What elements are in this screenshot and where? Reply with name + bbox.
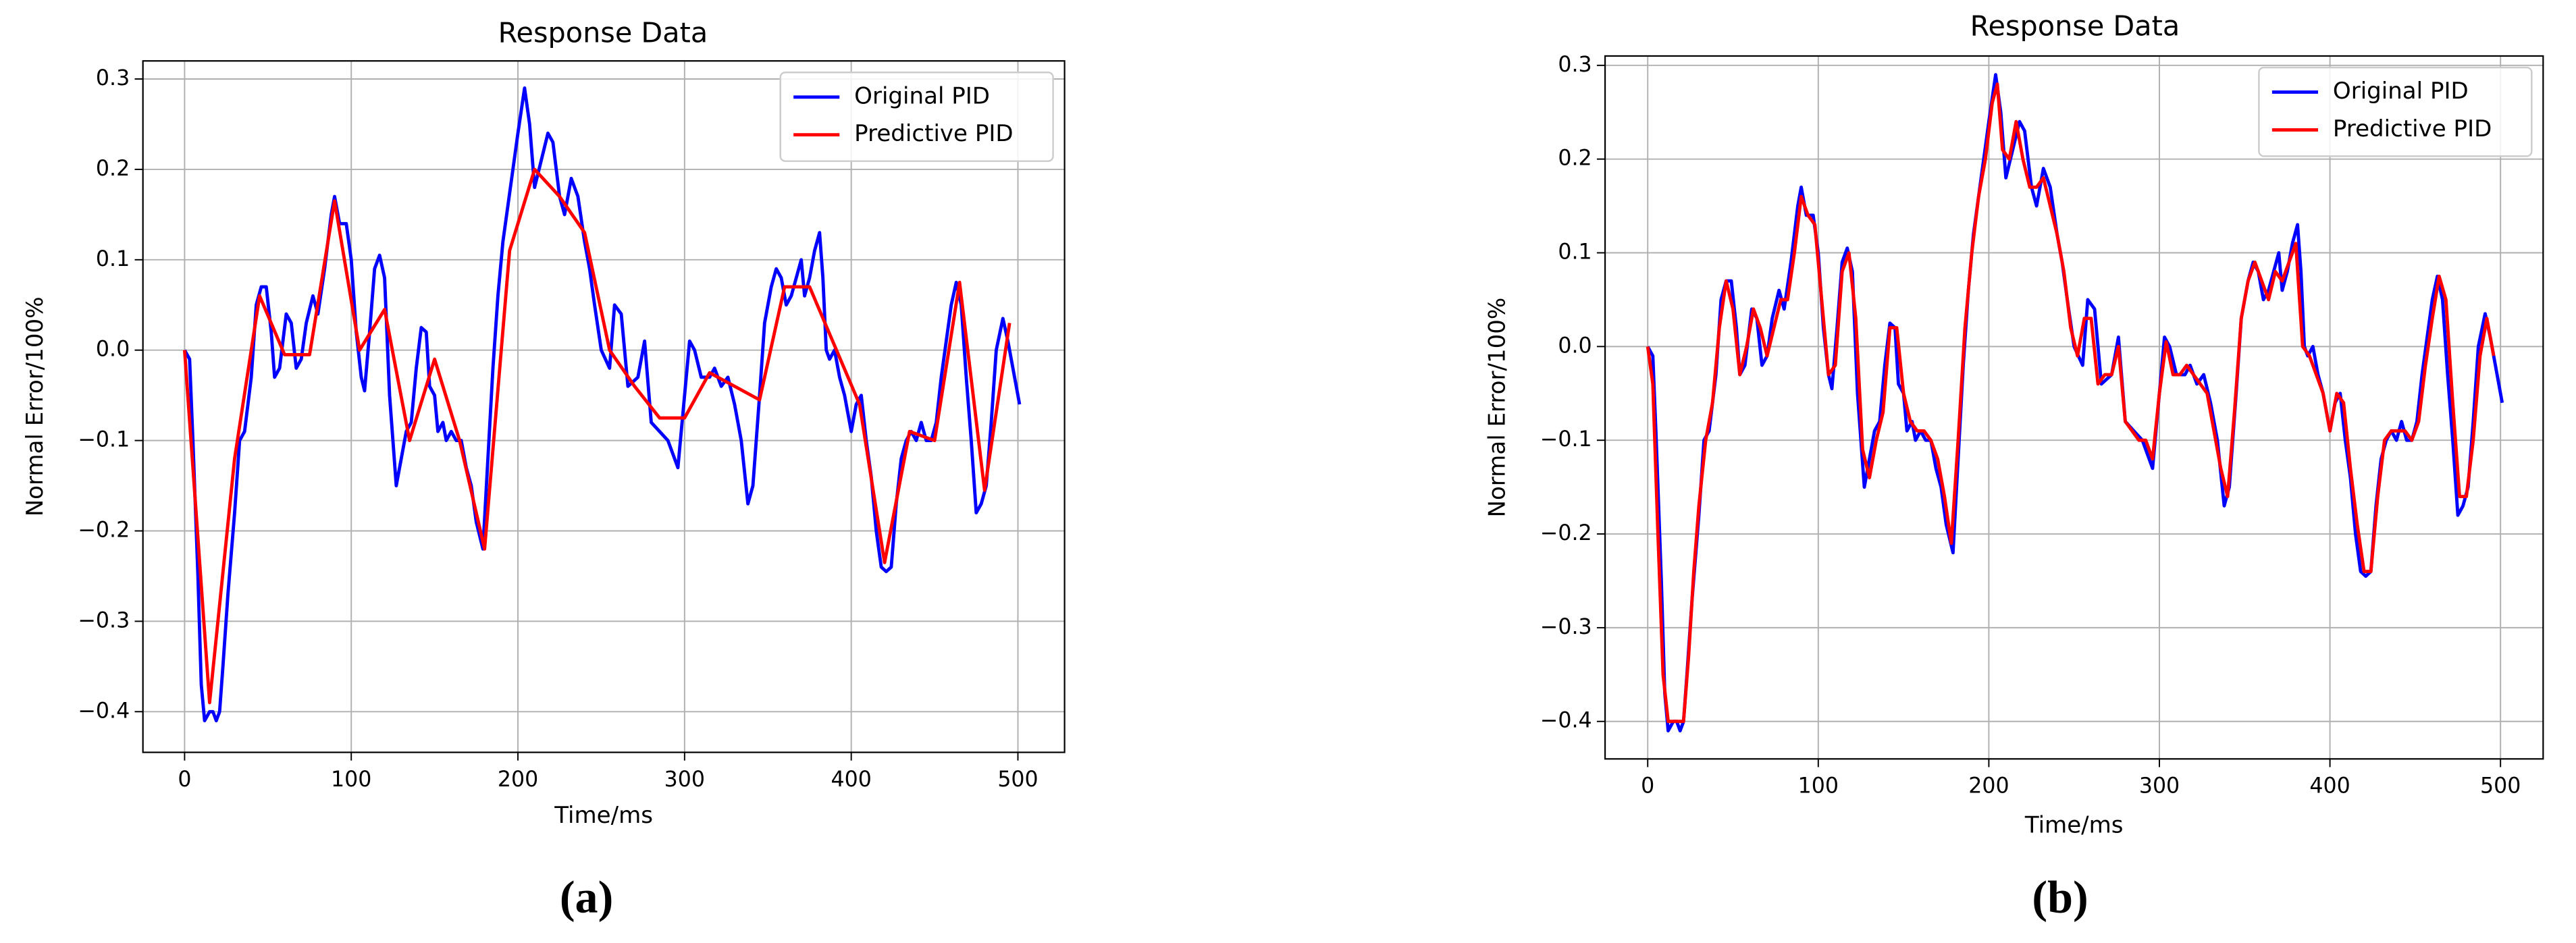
y-tick-label: −0.2 (78, 518, 130, 543)
plot-frame (1604, 55, 2544, 760)
x-axis-label: Time/ms (554, 802, 653, 829)
y-tick-label: 0.2 (1558, 146, 1592, 171)
x-tick-label: 200 (498, 767, 538, 792)
data-line (1646, 73, 2504, 733)
legend-label: Predictive PID (854, 120, 1013, 147)
legend-box (779, 72, 1054, 162)
x-tick-label: 400 (2309, 774, 2350, 799)
x-tick-label: 300 (664, 767, 705, 792)
x-tick-label: 0 (178, 767, 191, 792)
x-tick-label: 300 (2139, 774, 2180, 799)
legend-label: Original PID (2333, 78, 2469, 105)
chart-title: Response Data (498, 16, 708, 49)
y-axis-label: Normal Error/100% (22, 296, 49, 516)
y-axis-label: Normal Error/100% (1483, 298, 1510, 518)
legend-label: Original PID (854, 82, 990, 109)
y-tick-label: 0.3 (1558, 53, 1592, 77)
y-tick-label: −0.3 (1540, 615, 1592, 639)
y-tick-label: 0.0 (1558, 333, 1592, 358)
caption: (b) (2032, 871, 2088, 923)
x-tick-label: 100 (331, 767, 371, 792)
data-line (183, 86, 1022, 723)
legend-label: Predictive PID (2333, 115, 2492, 142)
y-tick-label: 0.2 (96, 157, 130, 181)
y-tick-label: −0.1 (78, 428, 130, 452)
data-line (1646, 82, 2496, 724)
y-tick-label: −0.4 (78, 699, 130, 723)
plot-frame (142, 60, 1066, 753)
y-tick-label: 0.1 (96, 247, 130, 271)
y-tick-label: −0.3 (78, 608, 130, 632)
chart-title: Response Data (1970, 10, 2180, 43)
y-tick-label: 0.3 (96, 66, 130, 90)
x-tick-label: 100 (1798, 774, 1839, 799)
legend-box (2258, 66, 2533, 157)
x-tick-label: 400 (831, 767, 872, 792)
caption: (a) (560, 871, 613, 923)
x-tick-label: 500 (2480, 774, 2521, 799)
y-tick-label: 0.1 (1558, 240, 1592, 265)
x-axis-label: Time/ms (2024, 812, 2124, 839)
y-tick-label: 0.0 (96, 338, 130, 362)
y-tick-label: −0.4 (1540, 709, 1592, 733)
data-line (182, 167, 1011, 705)
x-tick-label: 500 (997, 767, 1038, 792)
x-tick-label: 0 (1641, 774, 1654, 799)
y-tick-label: −0.2 (1540, 521, 1592, 545)
x-tick-label: 200 (1968, 774, 2009, 799)
y-tick-label: −0.1 (1540, 427, 1592, 452)
